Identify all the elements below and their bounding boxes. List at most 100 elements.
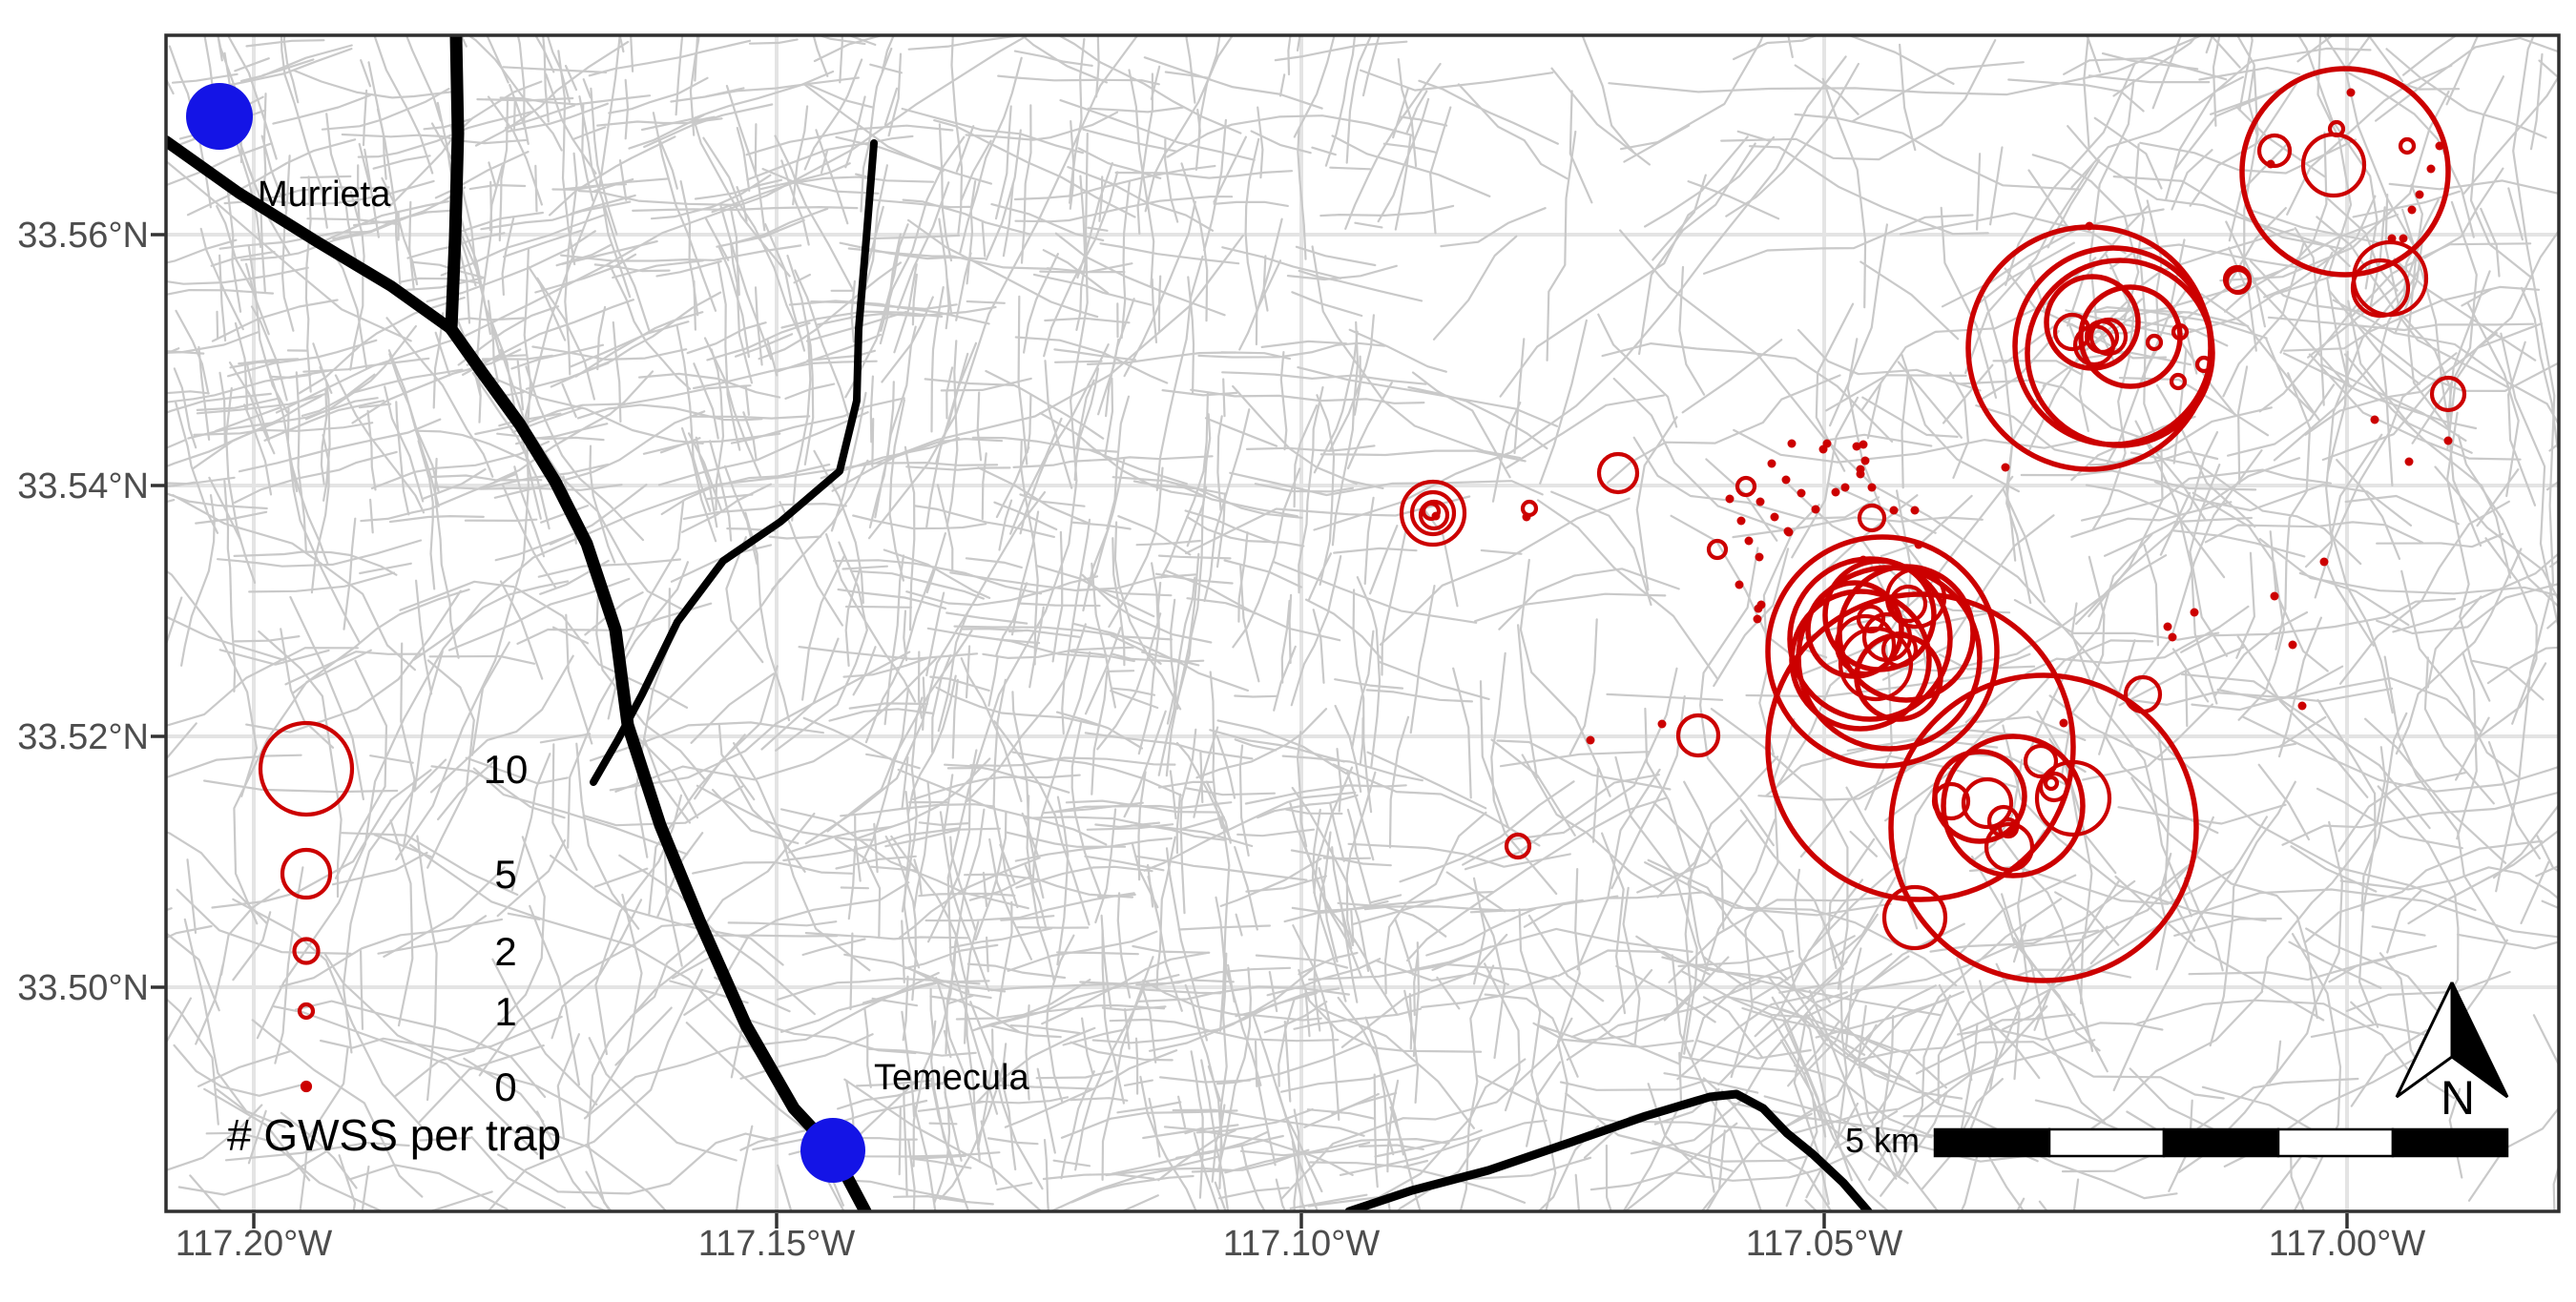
scale-bar-segment — [2276, 1127, 2395, 1158]
trap-marker-circle — [2025, 258, 2215, 448]
trap-marker-dot — [1889, 506, 1899, 515]
major-roads — [166, 35, 1873, 1211]
trap-marker-circle — [2171, 322, 2190, 341]
trap-marker-dot — [1744, 536, 1754, 546]
legend-size-label: 2 — [494, 929, 516, 974]
city-label: Temecula — [874, 1058, 1029, 1098]
trap-marker-circle — [1888, 672, 2199, 983]
trap-marker-circle — [1834, 613, 1897, 676]
x-axis-tick-label: 117.20°W — [176, 1224, 333, 1264]
map-panel-border — [164, 33, 2561, 1213]
trap-marker-dot — [1755, 552, 1764, 562]
trap-marker-circle — [2398, 136, 2417, 155]
trap-marker-dot — [1859, 440, 1868, 449]
trap-marker-circle — [1675, 713, 1721, 758]
major-road-road-southeast — [1344, 1089, 1873, 1211]
trap-marker-circle — [1735, 475, 1757, 498]
trap-marker-circle — [2034, 759, 2112, 837]
trap-marker-dot — [2168, 632, 2177, 642]
trap-marker-circle — [1856, 604, 1886, 634]
trap-marker-dot — [1831, 487, 1840, 497]
trap-marker-circle — [1880, 630, 1919, 669]
trap-marker-circle — [1409, 489, 1457, 537]
trap-marker-circle — [1884, 567, 1947, 630]
legend-size-circle — [300, 1080, 313, 1093]
major-road-freeway-north — [445, 35, 465, 336]
city-dot-temecula — [800, 1118, 865, 1183]
trap-marker-dot — [1767, 459, 1776, 468]
trap-marker-circle — [1421, 501, 1442, 522]
y-axis-tick-label: 33.56°N — [17, 216, 149, 256]
trap-marker-circle — [1706, 538, 1729, 561]
trap-marker-dot — [1910, 506, 1920, 515]
y-axis-tick-label: 33.50°N — [17, 968, 149, 1008]
major-road-road-east — [590, 139, 878, 786]
x-axis-tick-label: 117.15°W — [698, 1224, 856, 1264]
trap-marker-circle — [1418, 499, 1450, 531]
trap-marker-dot — [1770, 512, 1779, 522]
trap-marker-dot — [1431, 511, 1441, 521]
scale-bar-segment — [2162, 1127, 2280, 1158]
trap-marker-dot — [1755, 497, 1765, 506]
x-axis-tick-label: 117.00°W — [2269, 1224, 2426, 1264]
trap-markers — [1399, 66, 2467, 983]
scale-bar: 5 km — [1845, 1121, 2509, 1160]
trap-marker-circle — [1504, 832, 1532, 860]
trap-marker-dot — [2085, 221, 2094, 231]
trap-marker-dot — [1784, 527, 1794, 537]
y-axis-tick-label: 33.52°N — [17, 717, 149, 757]
legend-size-label: 5 — [494, 852, 516, 897]
trap-marker-dot — [1787, 439, 1797, 448]
trap-marker-dot — [2443, 436, 2453, 445]
y-axis-tick-label: 33.54°N — [17, 466, 149, 506]
trap-marker-dot — [1735, 580, 1744, 589]
legend-size-label: 10 — [484, 747, 529, 792]
trap-marker-circle — [1961, 776, 2014, 830]
trap-marker-circle — [2194, 355, 2213, 374]
trap-marker-circle — [2327, 119, 2346, 138]
legend-size-circle — [280, 847, 333, 900]
trap-marker-circle — [2088, 317, 2129, 357]
trap-marker-dot — [2297, 701, 2307, 711]
trap-marker-dot — [2190, 608, 2199, 617]
trap-marker-circle — [1931, 781, 1971, 821]
legend-size-label: 0 — [494, 1064, 516, 1109]
trap-marker-dot — [2059, 718, 2068, 728]
trap-marker-dot — [2426, 164, 2436, 174]
legend-size-circle — [292, 937, 321, 965]
trap-marker-circle — [2072, 323, 2116, 367]
trap-marker-circle — [2350, 258, 2411, 319]
legend-size-circle — [297, 1002, 316, 1021]
trap-marker-dot — [2404, 457, 2414, 466]
trap-marker-circle — [1787, 556, 1953, 722]
trap-marker-dot — [1860, 456, 1870, 465]
trap-marker-dot — [1914, 540, 1923, 549]
trap-marker-dot — [1586, 735, 1595, 745]
trap-marker-circle — [2169, 372, 2188, 391]
north-arrow: N — [2395, 982, 2509, 1125]
trap-marker-dot — [2163, 622, 2172, 631]
trap-marker-dot — [2415, 190, 2424, 199]
trap-marker-circle — [2023, 743, 2059, 779]
trap-marker-dot — [2266, 159, 2275, 169]
trap-marker-circle — [2038, 771, 2070, 803]
trap-marker-dot — [2435, 141, 2444, 151]
trap-marker-dot — [1811, 505, 1820, 514]
city-label: Murrieta — [258, 175, 391, 215]
legend-size-circle — [258, 720, 355, 817]
trap-marker-dot — [2001, 463, 2010, 472]
trap-marker-circle — [2145, 333, 2164, 352]
trap-marker-circle — [1881, 884, 1948, 951]
trap-marker-dot — [1753, 614, 1762, 624]
trap-marker-circle — [1984, 821, 2035, 873]
legend-size-label: 1 — [494, 989, 516, 1034]
trap-marker-dot — [1522, 512, 1531, 522]
trap-marker-dot — [1725, 494, 1735, 504]
scale-bar-label: 5 km — [1845, 1121, 1920, 1160]
trap-marker-dot — [1781, 475, 1791, 485]
x-axis-tick-label: 117.10°W — [1223, 1224, 1381, 1264]
scale-bar-segment — [1933, 1127, 2051, 1158]
trap-marker-dot — [2270, 591, 2279, 601]
